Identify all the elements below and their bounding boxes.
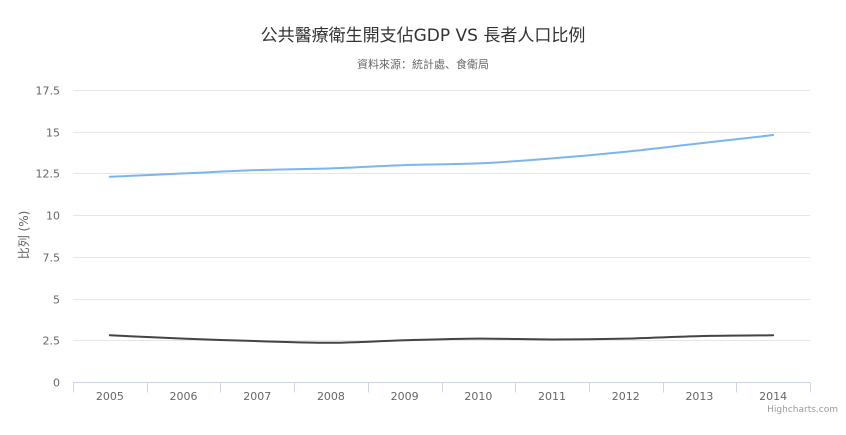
y-tick-label: 12.5 <box>36 168 61 181</box>
y-tick-label: 2.5 <box>43 335 61 348</box>
series-1-point[interactable] <box>253 166 261 174</box>
series-2-point[interactable] <box>622 335 630 343</box>
y-tick-label: 7.5 <box>43 252 61 265</box>
series-1-point[interactable] <box>548 154 556 162</box>
series-2-point[interactable] <box>327 339 335 347</box>
y-tick-label: 0 <box>53 377 60 390</box>
x-tick-label: 2009 <box>391 390 419 403</box>
x-tick-label: 2011 <box>538 390 566 403</box>
grid: 0 2.5 5 7.5 10 12.5 15 17.5 <box>36 85 810 390</box>
credits-link[interactable]: Highcharts.com <box>767 405 838 415</box>
y-tick-label: 5 <box>53 294 60 307</box>
series-line-2[interactable] <box>108 334 775 344</box>
x-tick-label: 2010 <box>464 390 492 403</box>
series-1-point[interactable] <box>622 148 630 156</box>
x-tick-label: 2014 <box>759 390 787 403</box>
x-tick-label: 2013 <box>685 390 713 403</box>
series-1-point[interactable] <box>106 173 114 181</box>
y-tick-label: 15 <box>46 127 60 140</box>
series-1-point[interactable] <box>180 169 188 177</box>
series-2-point[interactable] <box>474 335 482 343</box>
series-1-point[interactable] <box>327 164 335 172</box>
series-2-point[interactable] <box>548 335 556 343</box>
series-line-1[interactable] <box>108 134 775 178</box>
series-2-point[interactable] <box>695 332 703 340</box>
series-1-point[interactable] <box>695 139 703 147</box>
series-1-point[interactable] <box>769 131 777 139</box>
y-tick-label: 10 <box>46 210 60 223</box>
chart-subtitle: 資料來源：統計處、食衛局 <box>357 57 489 71</box>
x-tick-label: 2012 <box>612 390 640 403</box>
series-1-point[interactable] <box>474 159 482 167</box>
x-tick-label: 2007 <box>243 390 271 403</box>
chart-title: 公共醫療衛生開支佔GDP VS 長者人口比例 <box>261 26 586 46</box>
series-group <box>106 131 777 347</box>
series-2-point[interactable] <box>106 331 114 339</box>
y-tick-label: 17.5 <box>36 85 61 98</box>
series-2-point[interactable] <box>180 335 188 343</box>
x-tick-label: 2005 <box>96 390 124 403</box>
x-tick-label: 2008 <box>317 390 345 403</box>
y-axis-title: 比列 (%) <box>17 211 31 260</box>
series-2-point[interactable] <box>253 337 261 345</box>
series-2-point[interactable] <box>769 331 777 339</box>
series-2-point[interactable] <box>401 336 409 344</box>
series-1-point[interactable] <box>401 161 409 169</box>
x-tick-label: 2006 <box>170 390 198 403</box>
x-axis: 2005 2006 2007 2008 2009 2010 2011 2012 2013 2014 <box>73 382 811 403</box>
